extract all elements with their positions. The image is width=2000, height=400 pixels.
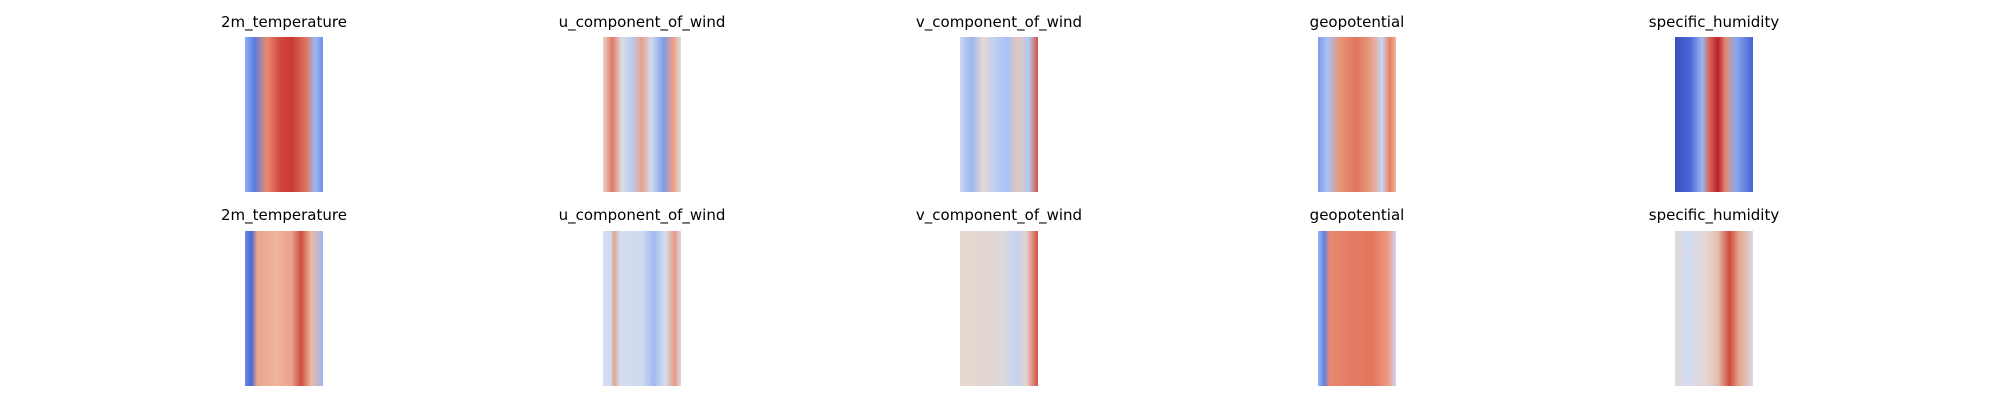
heatmap-image bbox=[960, 231, 1038, 386]
panel-title: geopotential bbox=[1309, 13, 1405, 31]
heatmap-image bbox=[245, 231, 323, 386]
heatmap-image bbox=[603, 231, 681, 386]
panel-title: u_component_of_wind bbox=[558, 13, 726, 31]
panel-title: u_component_of_wind bbox=[558, 206, 726, 224]
panel-title: 2m_temperature bbox=[221, 206, 347, 224]
panel-title: geopotential bbox=[1309, 206, 1405, 224]
heatmap-image bbox=[1675, 231, 1753, 386]
heatmap-image bbox=[245, 37, 323, 192]
heatmap-image bbox=[1318, 231, 1396, 386]
heatmap-image bbox=[1318, 37, 1396, 192]
heatmap-image bbox=[960, 37, 1038, 192]
panel-title: v_component_of_wind bbox=[915, 13, 1083, 31]
panel-title: v_component_of_wind bbox=[915, 206, 1083, 224]
panel-title: specific_humidity bbox=[1648, 206, 1780, 224]
heatmap-image bbox=[1675, 37, 1753, 192]
panel-title: specific_humidity bbox=[1648, 13, 1780, 31]
heatmap-image bbox=[603, 37, 681, 192]
panel-title: 2m_temperature bbox=[221, 13, 347, 31]
